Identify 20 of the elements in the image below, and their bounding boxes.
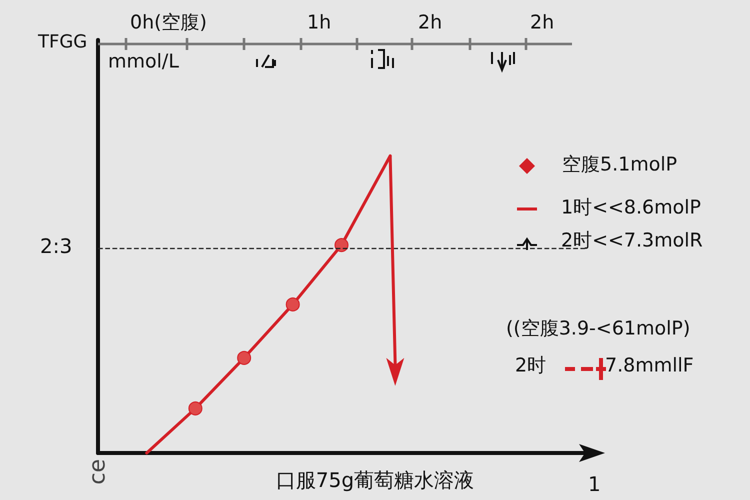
text: 1: [588, 472, 601, 496]
text: 2h: [418, 12, 442, 34]
text: mmol/L: [108, 50, 180, 72]
text: 0h(空腹): [130, 12, 207, 34]
text: 1h: [307, 12, 332, 34]
text: ((空腹3.9-<61molP): [506, 318, 690, 340]
text: 2h: [530, 12, 554, 34]
point: [334, 238, 348, 252]
point: [286, 297, 300, 312]
text: 口服75g葡萄糖水溶液: [276, 468, 474, 492]
point: [237, 350, 252, 365]
point: [188, 401, 202, 416]
text: 2时<<7.3molR: [561, 230, 703, 252]
text: TFGG: [37, 32, 88, 52]
text: 2时: [515, 354, 546, 376]
text: 1时<<8.6molP: [561, 196, 702, 218]
y-axis-title: ce: [86, 459, 110, 485]
text: 2:3: [40, 234, 72, 258]
text: 空腹5.1molP: [562, 154, 678, 176]
text: 7.8mmllF: [605, 354, 694, 376]
